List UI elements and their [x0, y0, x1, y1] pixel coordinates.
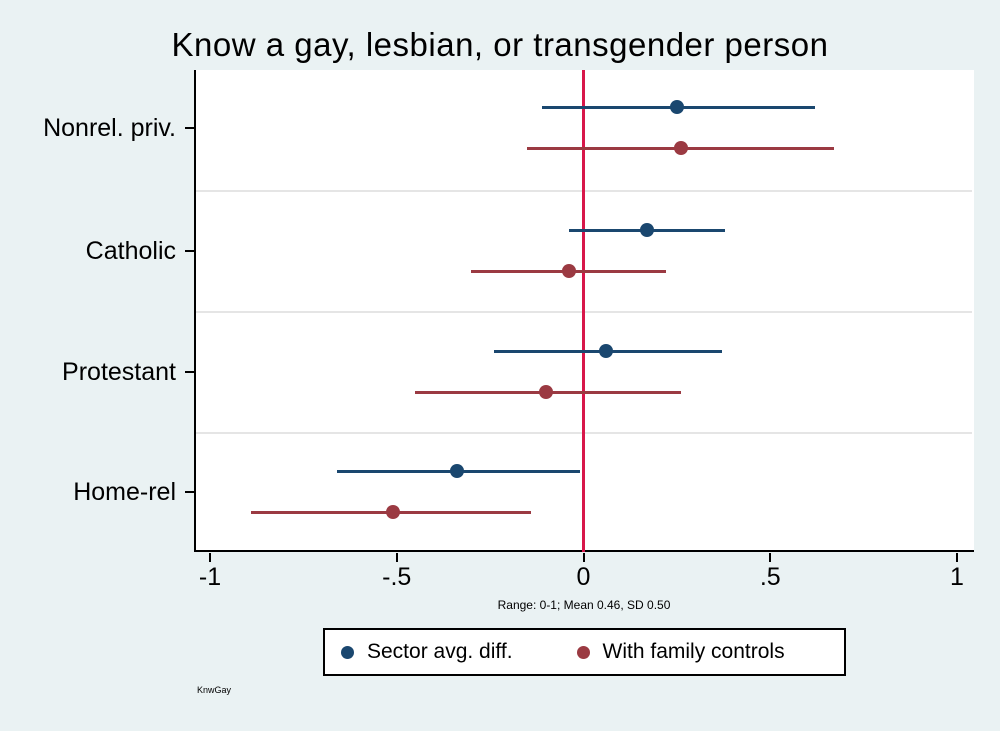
- point-marker: [539, 385, 554, 399]
- x-axis-label: -.5: [382, 563, 412, 591]
- point-marker: [673, 141, 688, 155]
- y-axis-tick: [185, 371, 194, 373]
- y-axis-tick: [185, 127, 194, 129]
- point-marker: [669, 100, 684, 114]
- point-marker: [598, 344, 613, 358]
- y-axis-tick: [185, 491, 194, 493]
- x-axis-label: 0: [576, 563, 591, 591]
- y-axis-label: Nonrel. priv.: [43, 114, 176, 142]
- x-axis-tick: [209, 553, 211, 562]
- legend-label-family: With family controls: [602, 640, 785, 663]
- y-axis-label: Protestant: [62, 358, 176, 386]
- y-axis-label: Home-rel: [73, 478, 176, 506]
- chart-title: Know a gay, lesbian, or transgender pers…: [171, 26, 829, 63]
- axis-note: Range: 0-1; Mean 0.46, SD 0.50: [497, 598, 671, 612]
- point-marker: [561, 264, 576, 278]
- x-axis-label: .5: [759, 563, 781, 591]
- x-axis-label: 1: [950, 563, 964, 591]
- legend-marker-sector-icon: [341, 645, 354, 659]
- x-axis-tick: [395, 553, 398, 562]
- legend-entry-sector: Sector avg. diff.: [341, 640, 513, 664]
- y-axis-label: Catholic: [85, 237, 176, 265]
- watermark: KnwGay: [197, 685, 232, 695]
- legend: Sector avg. diff. With family controls: [323, 628, 846, 676]
- legend-label-sector: Sector avg. diff.: [367, 640, 513, 663]
- y-axis-tick: [185, 250, 194, 252]
- x-axis-label: -1: [198, 563, 222, 591]
- x-axis-tick: [582, 553, 585, 562]
- legend-entry-family: With family controls: [576, 640, 785, 664]
- point-marker: [639, 223, 654, 237]
- point-marker: [449, 464, 464, 478]
- legend-marker-family-icon: [576, 645, 590, 659]
- x-axis-tick: [956, 553, 958, 562]
- x-axis-tick: [769, 553, 772, 562]
- point-marker: [386, 505, 400, 519]
- zero-reference-line: [582, 70, 585, 552]
